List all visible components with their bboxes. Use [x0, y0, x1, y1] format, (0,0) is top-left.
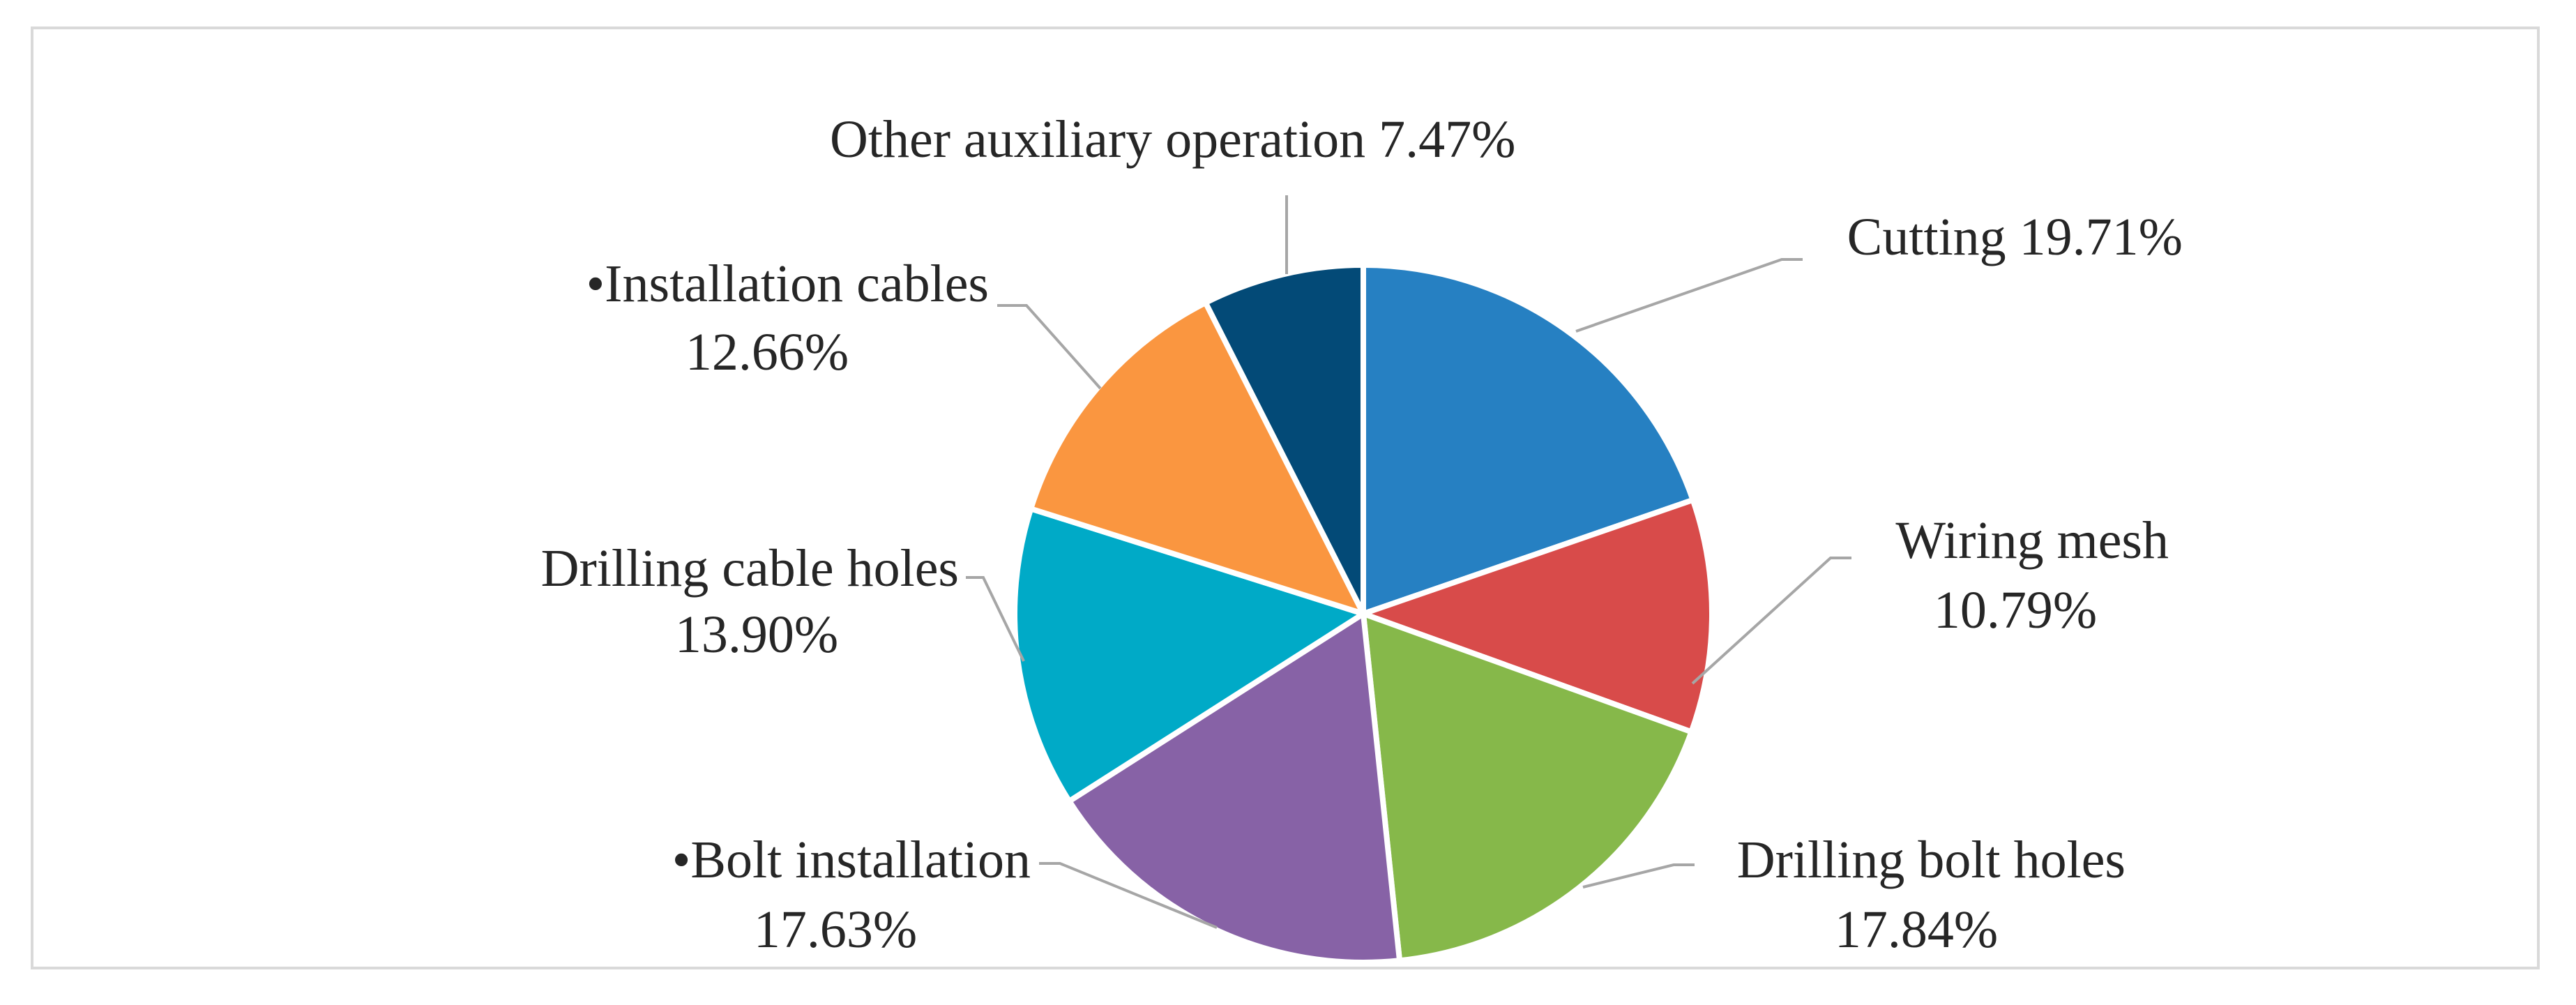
pie-slice-6	[1028, 300, 1366, 617]
data-label-5-value: 13.90%	[675, 605, 838, 664]
pie-slice-4	[1066, 611, 1403, 965]
data-label-6-value: 12.66%	[685, 323, 849, 381]
leader-line-2	[1691, 557, 1851, 685]
data-label-3-value: 17.84%	[1835, 900, 1998, 959]
data-label-2-name: Wiring mesh	[1895, 511, 2169, 570]
data-label-4-value: 17.63%	[754, 900, 917, 959]
data-label-6-name: •Installation cables	[586, 255, 989, 313]
leader-line-5	[966, 576, 1025, 662]
data-label-5-name: Drilling cable holes	[541, 539, 959, 598]
pie-slice-5	[1012, 506, 1366, 804]
data-label-4-name: •Bolt installation	[672, 831, 1031, 889]
data-label-1-name: Cutting 19.71%	[1847, 208, 2183, 266]
data-label-2-value: 10.79%	[1934, 581, 2097, 640]
leader-line-6	[997, 304, 1102, 390]
leader-line-1	[1575, 258, 1803, 333]
leader-line-3	[1582, 863, 1695, 889]
pie-slice-2	[1361, 497, 1715, 735]
data-label-7-name: Other auxiliary operation 7.47%	[830, 110, 1515, 169]
data-label-3-name: Drilling bolt holes	[1737, 831, 2126, 889]
pie-slice-7	[1202, 262, 1366, 617]
leader-line-4	[1039, 862, 1218, 929]
pie-slice-3	[1361, 611, 1695, 964]
